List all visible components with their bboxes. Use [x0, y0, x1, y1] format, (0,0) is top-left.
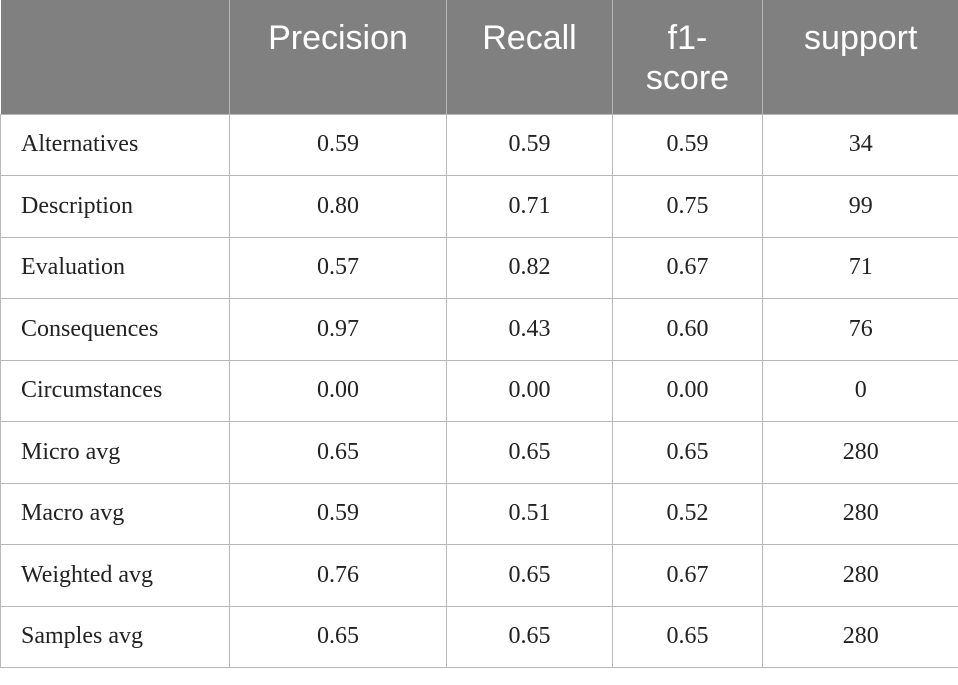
- table-body: Alternatives 0.59 0.59 0.59 34 Description 0.8…: [0, 113, 958, 668]
- header-cell: Recall: [446, 0, 613, 114]
- cell: 280: [762, 605, 958, 668]
- row-label: Macro avg: [0, 482, 230, 545]
- cell: 0.76: [229, 544, 447, 607]
- cell: 0.71: [446, 175, 613, 238]
- cell: 0.60: [612, 298, 763, 361]
- table-row: Evaluation 0.57 0.82 0.67 71: [0, 236, 958, 299]
- cell: 0.59: [446, 113, 613, 176]
- cell: 0.65: [612, 421, 763, 484]
- cell: 0.65: [612, 605, 763, 668]
- table-row: Weighted avg 0.76 0.65 0.67 280: [0, 544, 958, 607]
- cell: 71: [762, 236, 958, 299]
- cell: 0.75: [612, 175, 763, 238]
- cell: 280: [762, 544, 958, 607]
- cell: 0.82: [446, 236, 613, 299]
- cell: 0.57: [229, 236, 447, 299]
- cell: 280: [762, 421, 958, 484]
- row-label: Micro avg: [0, 421, 230, 484]
- cell: 0.65: [446, 421, 613, 484]
- cell: 0.65: [446, 544, 613, 607]
- header-row: Precision Recall f1-score support: [0, 0, 958, 114]
- cell: 0.00: [446, 359, 613, 422]
- row-label: Samples avg: [0, 605, 230, 668]
- cell: 0.65: [229, 605, 447, 668]
- row-label: Alternatives: [0, 113, 230, 176]
- row-label: Consequences: [0, 298, 230, 361]
- header-cell: [0, 0, 230, 114]
- cell: 0.67: [612, 544, 763, 607]
- row-label: Description: [0, 175, 230, 238]
- cell: 76: [762, 298, 958, 361]
- row-label: Weighted avg: [0, 544, 230, 607]
- header-cell: Precision: [229, 0, 447, 114]
- cell: 280: [762, 482, 958, 545]
- cell: 0: [762, 359, 958, 422]
- header-cell: support: [762, 0, 958, 114]
- row-label: Evaluation: [0, 236, 230, 299]
- cell: 0.51: [446, 482, 613, 545]
- cell: 0.43: [446, 298, 613, 361]
- table-row: Alternatives 0.59 0.59 0.59 34: [0, 113, 958, 176]
- cell: 0.59: [612, 113, 763, 176]
- cell: 0.59: [229, 482, 447, 545]
- cell: 0.65: [229, 421, 447, 484]
- cell: 0.67: [612, 236, 763, 299]
- table-row: Samples avg 0.65 0.65 0.65 280: [0, 605, 958, 668]
- cell: 34: [762, 113, 958, 176]
- table-row: Macro avg 0.59 0.51 0.52 280: [0, 482, 958, 545]
- table-row: Circumstances 0.00 0.00 0.00 0: [0, 359, 958, 422]
- cell: 0.80: [229, 175, 447, 238]
- cell: 0.00: [229, 359, 447, 422]
- cell: 0.65: [446, 605, 613, 668]
- cell: 0.97: [229, 298, 447, 361]
- table-row: Description 0.80 0.71 0.75 99: [0, 175, 958, 238]
- row-label: Circumstances: [0, 359, 230, 422]
- header-cell: f1-score: [612, 0, 763, 114]
- cell: 0.52: [612, 482, 763, 545]
- cell: 0.00: [612, 359, 763, 422]
- cell: 99: [762, 175, 958, 238]
- table-row: Consequences 0.97 0.43 0.60 76: [0, 298, 958, 361]
- table-row: Micro avg 0.65 0.65 0.65 280: [0, 421, 958, 484]
- metrics-table: Precision Recall f1-score support Alternati…: [0, 0, 958, 668]
- cell: 0.59: [229, 113, 447, 176]
